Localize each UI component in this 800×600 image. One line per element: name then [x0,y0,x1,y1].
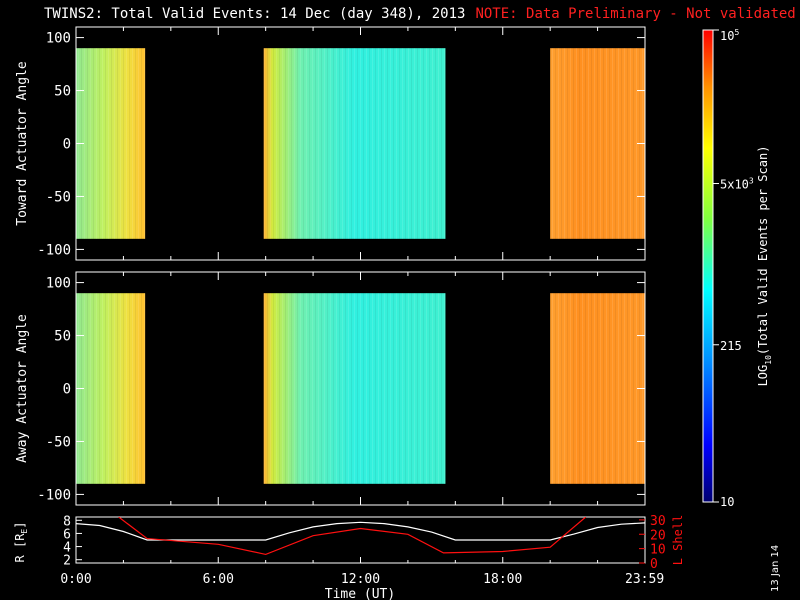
x-tick-label: 23:59 [625,572,664,587]
y-tick-label: 0 [63,137,71,153]
colorbar-frame [702,29,714,503]
colorbar-label-pre: LOG [756,365,770,387]
colorbar-tick-label: 105 [720,28,739,43]
left-y-tick-label: 2 [63,554,71,569]
colorbar-label-sub: 10 [764,355,773,365]
x-tick-label: 18:00 [483,572,522,587]
colorbar-label-post: (Total Valid Events per Scan) [756,146,770,356]
away-panel: 100 50 0 -50 -100 Away Actuator Angle [15,271,646,506]
toward-panel: 100 50 0 -50 -100 Toward Actuator Angle [15,26,646,261]
lshell-axis-label: L Shell [671,515,685,566]
y-axis-label: Toward Actuator Angle [15,61,30,226]
y-tick-label: 100 [46,276,71,292]
colorbar-tick-label: 5x103 [720,177,754,192]
left-y-tick-label: 8 [63,514,71,529]
plot-title: TWINS2: Total Valid Events: 14 Dec (day … [44,6,796,22]
y-tick-label: 100 [46,31,71,47]
y-tick-label: 50 [54,84,71,100]
y-tick-label: 0 [63,382,71,398]
y-axis-label: Away Actuator Angle [15,314,30,463]
note-text: NOTE: Data Preliminary - Not validated [475,6,796,22]
colorbar-tick-label: 215 [720,339,742,353]
y-tick-label: 50 [54,329,71,345]
data-block-texture [263,48,446,239]
lshell-line [118,517,587,556]
colorbar-tick-label: 10 [720,495,734,509]
right-y-tick-label: 30 [650,514,666,529]
right-y-tick-label: 20 [650,528,666,543]
data-block-texture [76,293,146,484]
colorbar-label: LOG10(Total Valid Events per Scan) [756,146,773,387]
x-tick-label: 12:00 [341,572,380,587]
datestamp: 13 Jan 14 [770,544,781,592]
data-block-texture [550,48,645,239]
x-tick-label: 6:00 [203,572,234,587]
radius-axis-label: R [RE] [13,522,29,563]
colorbar-fill [703,30,713,502]
data-block-texture [550,293,645,484]
y-tick-label: -50 [46,189,71,205]
right-y-tick-label: 10 [650,543,666,558]
title-text: TWINS2: Total Valid Events: 14 Dec (day … [44,6,466,22]
y-tick-label: -100 [37,487,71,503]
right-y-tick-label: 0 [650,557,658,572]
x-tick-label: 0:00 [60,572,91,587]
y-tick-label: -100 [37,242,71,258]
data-block-texture [263,293,446,484]
data-block-texture [76,48,146,239]
left-y-tick-label: 4 [63,541,71,556]
left-y-tick-label: 6 [63,527,71,542]
colorbar: LOG10(Total Valid Events per Scan) 10215… [702,28,773,509]
y-tick-label: -50 [46,434,71,450]
x-axis-label: Time (UT) [325,587,395,600]
